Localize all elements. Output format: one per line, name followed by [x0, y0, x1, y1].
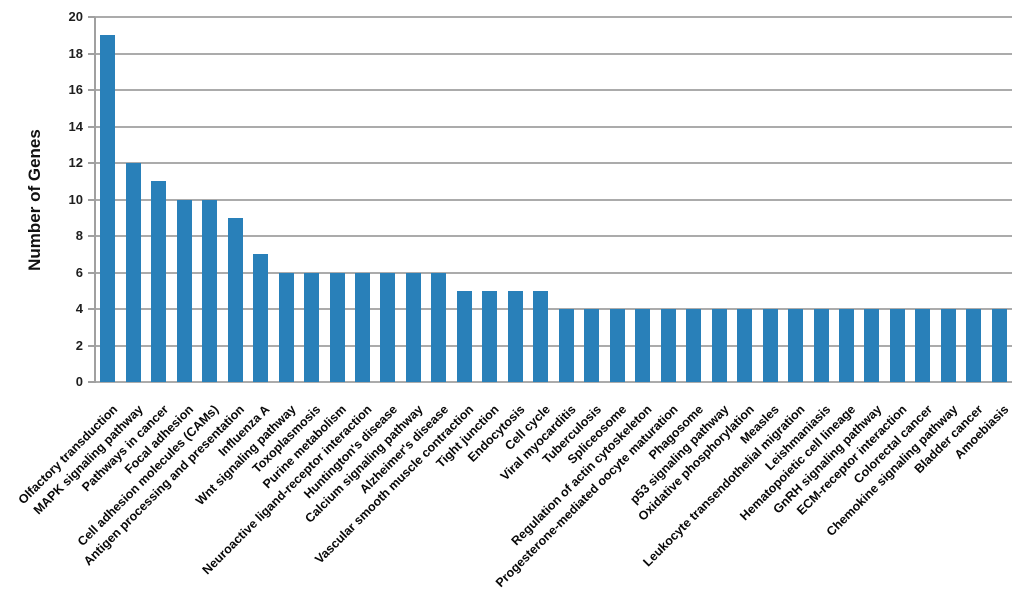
bar: [355, 272, 370, 382]
bar: [864, 309, 880, 382]
bar: [482, 290, 498, 383]
gridline: [95, 198, 1012, 201]
y-axis-tickmark: [88, 16, 95, 18]
y-axis-line: [94, 17, 96, 383]
y-axis-tick-label: 12: [68, 155, 83, 170]
y-axis-tick-label: 10: [68, 191, 83, 207]
bar: [584, 309, 600, 382]
bar: [456, 290, 472, 383]
bar: [660, 309, 676, 382]
bar: [788, 309, 803, 382]
bar: [813, 309, 829, 382]
gridline: [95, 52, 1012, 55]
bar: [915, 309, 931, 382]
bar: [609, 309, 625, 382]
y-axis-tick-label: 4: [75, 301, 83, 316]
bar: [991, 309, 1007, 382]
gridline: [95, 235, 1012, 237]
bar: [889, 309, 905, 382]
gridline: [95, 89, 1012, 91]
bar: [762, 309, 778, 382]
y-axis-tick-label: 2: [75, 337, 83, 353]
y-axis-tickmark: [88, 162, 95, 164]
y-axis-tick-label: 20: [68, 9, 83, 24]
bar: [253, 254, 269, 383]
bar: [635, 309, 651, 382]
y-axis-tickmark: [88, 271, 95, 274]
bar: [100, 35, 116, 383]
bar: [940, 309, 956, 382]
bar: [838, 309, 854, 382]
gridline: [95, 271, 1012, 274]
bar: [125, 163, 141, 382]
bar: [304, 272, 319, 382]
gridline: [95, 16, 1012, 18]
y-axis-tick-label: 0: [75, 374, 83, 389]
bar: [278, 272, 294, 382]
y-axis-tick-label: 8: [75, 228, 83, 243]
gridline: [95, 162, 1012, 164]
y-axis-tickmark: [88, 235, 95, 237]
y-axis-tick-label: 14: [68, 118, 83, 134]
bar: [533, 290, 549, 383]
bar: [329, 272, 345, 382]
bar: [176, 199, 192, 382]
gridline: [95, 125, 1012, 128]
y-axis-tickmark: [88, 308, 95, 310]
y-axis-tickmark: [88, 198, 95, 201]
bar: [507, 290, 523, 383]
bar: [558, 309, 574, 382]
bar: [686, 309, 702, 382]
gridline: [95, 381, 1012, 383]
y-axis-tickmark: [88, 381, 95, 383]
y-axis-tickmark: [88, 125, 95, 128]
bar: [405, 272, 421, 382]
gridline: [95, 344, 1012, 347]
bar: [151, 181, 167, 383]
bar: [202, 199, 218, 382]
bar: [711, 309, 727, 382]
gridline: [95, 308, 1012, 310]
y-axis-tickmark: [88, 52, 95, 55]
y-axis-title: Number of Genes: [25, 129, 44, 271]
bar: [737, 309, 752, 382]
y-axis-tick-label: 16: [68, 82, 83, 97]
bar: [431, 272, 447, 382]
x-axis-label-text: Olfactory transduction: [15, 402, 120, 507]
y-axis-tickmark: [88, 344, 95, 347]
bar: [966, 309, 982, 382]
bar: [380, 272, 396, 382]
y-axis-tickmark: [88, 89, 95, 91]
y-axis-tick-label: 18: [68, 45, 83, 61]
y-axis-tick-label: 6: [75, 264, 83, 280]
bar: [227, 217, 243, 383]
